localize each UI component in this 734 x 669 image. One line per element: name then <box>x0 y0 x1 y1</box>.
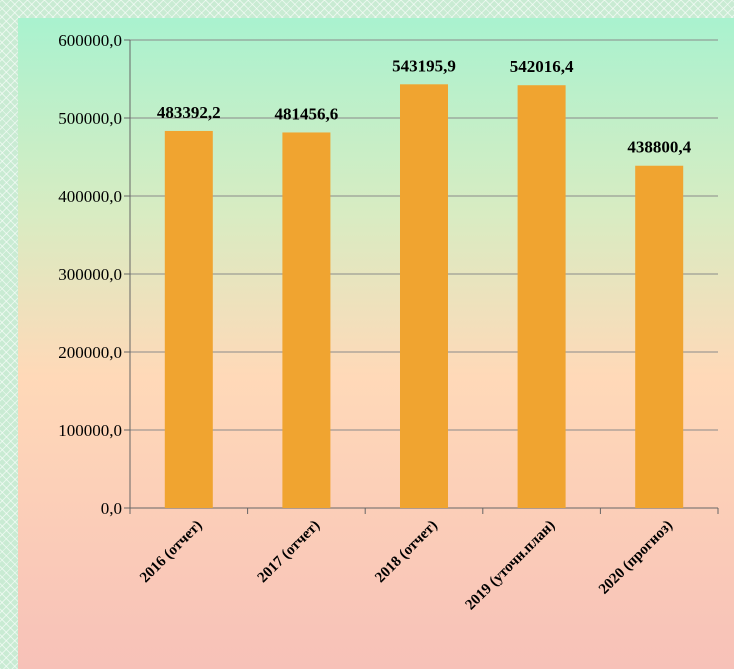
bar <box>517 85 566 509</box>
data-label: 481456,6 <box>275 104 339 123</box>
y-tick-label: 0,0 <box>101 499 122 518</box>
data-label: 543195,9 <box>392 56 456 75</box>
bar <box>164 130 213 508</box>
y-tick-label: 500000,0 <box>58 109 122 128</box>
y-tick-label: 100000,0 <box>58 421 122 440</box>
category-label: 2020 (прогноз) <box>596 518 676 598</box>
category-label: 2018 (отчет) <box>372 518 441 587</box>
data-label: 438800,4 <box>627 138 691 157</box>
category-label: 2016 (отчет) <box>137 518 206 587</box>
category-label: 2019 (уточн.план) <box>463 518 559 614</box>
data-label: 542016,4 <box>510 57 574 76</box>
bar <box>400 84 448 509</box>
category-label: 2017 (отчет) <box>255 518 324 587</box>
y-tick-label: 400000,0 <box>58 187 122 206</box>
data-label: 483392,2 <box>157 103 221 122</box>
bar <box>282 132 331 508</box>
y-tick-label: 200000,0 <box>58 343 122 362</box>
bar <box>635 165 684 508</box>
bar-chart: 0,0 100000,0 200000,0 300000,0 400000,0 50000… <box>58 31 719 614</box>
chart-panel: 0,0 100000,0 200000,0 300000,0 400000,0 50000… <box>18 18 734 669</box>
y-tick-label: 300000,0 <box>58 265 122 284</box>
y-tick-label: 600000,0 <box>58 31 122 50</box>
